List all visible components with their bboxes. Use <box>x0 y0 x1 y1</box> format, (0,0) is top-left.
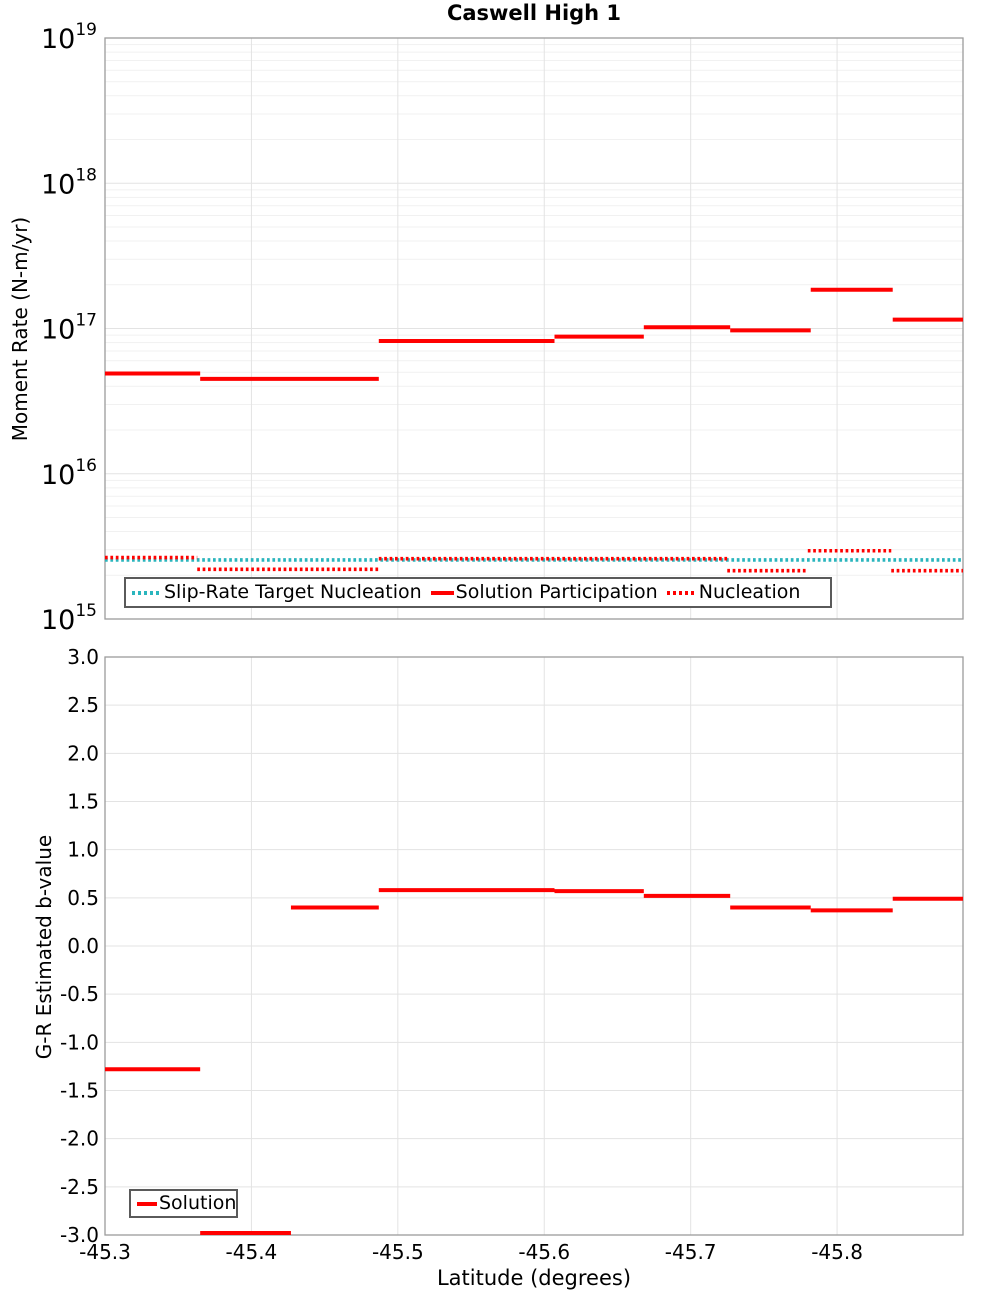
y-tick-label: 2.5 <box>67 693 99 717</box>
y-tick-label: 1.0 <box>67 838 99 862</box>
legend-label-solution-participation: Solution Participation <box>455 581 658 603</box>
y-tick-label: 0.0 <box>67 934 99 958</box>
bottom-legend: Solution <box>129 1189 238 1218</box>
x-tick-labels: -45.3 -45.4 -45.5 -45.6 -45.7 -45.8 <box>79 1240 863 1264</box>
solution-line-sample <box>137 1201 157 1206</box>
y-tick-label: 1016 <box>41 456 97 491</box>
bottom-plot: 3.0 2.5 2.0 1.5 1.0 0.5 0.0 -0.5 -1.0 -1.5 -2.0 -2.… <box>60 645 964 1264</box>
top-y-axis-title: Moment Rate (N-m/yr) <box>8 216 32 442</box>
top-plot-y-tick-labels: 1019 1018 1017 1016 1015 <box>41 20 97 636</box>
y-tick-label: -0.5 <box>60 982 99 1006</box>
legend-label-solution: Solution <box>159 1192 237 1214</box>
y-tick-label: 2.0 <box>67 741 99 765</box>
bottom-plot-y-tick-labels: 3.0 2.5 2.0 1.5 1.0 0.5 0.0 -0.5 -1.0 -1.5 -2.0 -2.… <box>60 645 99 1247</box>
chart-title: Caswell High 1 <box>446 1 622 25</box>
bottom-plot-border <box>104 656 964 1236</box>
solution-participation-series <box>105 287 963 381</box>
x-axis-title: Latitude (degrees) <box>436 1266 632 1290</box>
y-tick-label: -2.5 <box>60 1175 99 1199</box>
x-tick-label: -45.3 <box>79 1240 131 1264</box>
nucleation-line-sample <box>666 590 697 595</box>
top-plot: 1019 1018 1017 1016 1015 <box>41 20 964 636</box>
slip-rate-target-line-sample <box>132 590 162 595</box>
nucleation-series <box>105 548 963 573</box>
y-tick-label: -1.0 <box>60 1030 99 1054</box>
solution-series <box>105 888 963 1235</box>
top-legend: Slip-Rate Target Nucleation Solution Par… <box>124 577 832 608</box>
legend-label-nucleation: Nucleation <box>698 581 801 603</box>
top-plot-border <box>104 37 964 620</box>
y-tick-label: 0.5 <box>67 886 99 910</box>
bottom-plot-grid <box>104 656 963 1236</box>
y-tick-label: 3.0 <box>67 645 99 669</box>
x-tick-label: -45.7 <box>665 1240 717 1264</box>
y-tick-label: 1.5 <box>67 790 99 814</box>
y-tick-label: 1015 <box>41 601 97 636</box>
x-tick-label: -45.6 <box>518 1240 570 1264</box>
y-tick-label: 1018 <box>41 165 97 200</box>
top-plot-grid <box>104 37 963 620</box>
x-tick-label: -45.4 <box>226 1240 278 1264</box>
bottom-y-axis-title: G-R Estimated b-value <box>32 834 56 1060</box>
solution-participation-line-sample <box>430 590 454 595</box>
x-tick-label: -45.5 <box>372 1240 424 1264</box>
legend-label-slip-rate-target: Slip-Rate Target Nucleation <box>164 581 422 603</box>
y-tick-label: -3.0 <box>60 1223 99 1247</box>
y-tick-label: -1.5 <box>60 1079 99 1103</box>
x-tick-label: -45.8 <box>811 1240 863 1264</box>
y-tick-label: 1019 <box>41 20 97 55</box>
y-tick-label: 1017 <box>41 311 97 346</box>
y-tick-label: -2.0 <box>60 1127 99 1151</box>
